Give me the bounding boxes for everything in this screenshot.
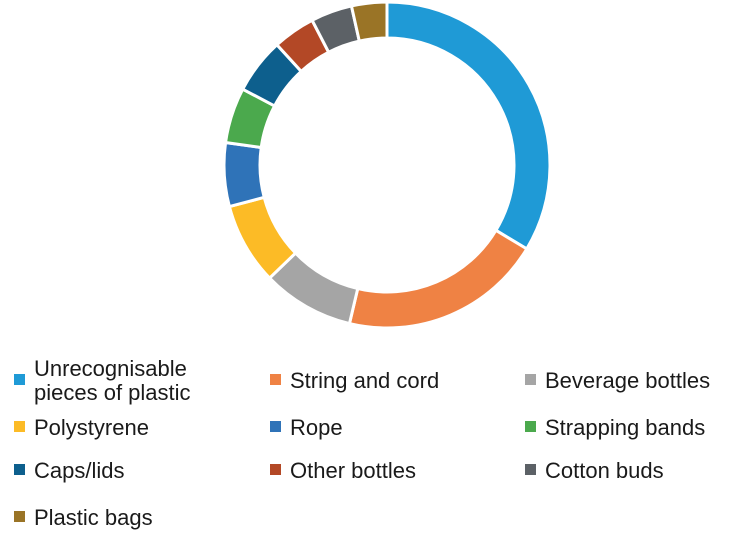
- slice-unrecognisable-pieces-of-plastic: [385, 0, 552, 251]
- legend-swatch-other-bottles: [270, 464, 281, 475]
- legend-label-polystyrene: Polystyrene: [34, 415, 149, 440]
- legend-label-line: Rope: [290, 415, 343, 440]
- legend-swatch-rope: [270, 421, 281, 432]
- legend: Unrecognisable pieces of plastic String an…: [14, 356, 710, 530]
- legend-label-unrecognisable-pieces-of-plastic: Unrecognisable pieces of plastic: [34, 356, 191, 405]
- legend-label-other-bottles: Other bottles: [290, 458, 416, 483]
- legend-swatch-polystyrene: [14, 421, 25, 432]
- legend-label-caps-lids: Caps/lids: [34, 458, 124, 483]
- slice-string-and-cord: [347, 228, 529, 330]
- legend-label-beverage-bottles: Beverage bottles: [545, 368, 710, 393]
- legend-swatch-string-and-cord: [270, 374, 281, 385]
- legend-swatch-plastic-bags: [14, 511, 25, 522]
- legend-label-line: Strapping bands: [545, 415, 705, 440]
- legend-swatch-cotton-buds: [525, 464, 536, 475]
- slice-plastic-bags: [349, 0, 389, 43]
- legend-label-line: Plastic bags: [34, 505, 153, 530]
- legend-label-line: Cotton buds: [545, 458, 664, 483]
- legend-swatch-unrecognisable-pieces-of-plastic: [14, 374, 25, 385]
- legend-swatch-caps-lids: [14, 464, 25, 475]
- legend-label-strapping-bands: Strapping bands: [545, 415, 705, 440]
- legend-label-line: Beverage bottles: [545, 368, 710, 393]
- legend-label-string-and-cord: String and cord: [290, 368, 439, 393]
- legend-label-line: pieces of plastic: [34, 380, 191, 405]
- legend-label-cotton-buds: Cotton buds: [545, 458, 664, 483]
- legend-label-rope: Rope: [290, 415, 343, 440]
- donut-slices: [222, 0, 552, 330]
- legend-swatch-beverage-bottles: [525, 374, 536, 385]
- legend-label-line: Unrecognisable: [34, 356, 187, 381]
- legend-label-line: Polystyrene: [34, 415, 149, 440]
- legend-label-line: String and cord: [290, 368, 439, 393]
- legend-label-line: Caps/lids: [34, 458, 124, 483]
- legend-swatch-strapping-bands: [525, 421, 536, 432]
- legend-label-line: Other bottles: [290, 458, 416, 483]
- legend-label-plastic-bags: Plastic bags: [34, 505, 153, 530]
- slice-rope: [222, 140, 267, 209]
